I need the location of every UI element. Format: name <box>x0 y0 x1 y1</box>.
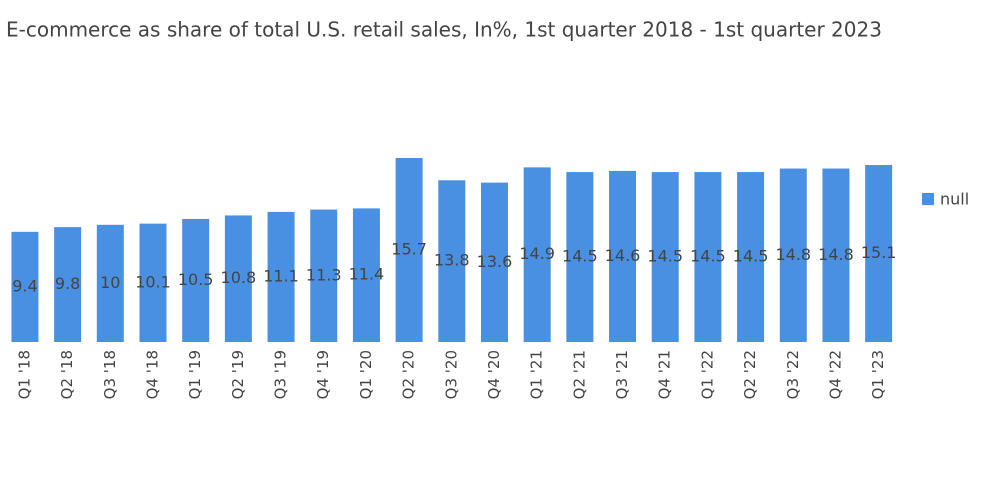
data-label: 9.8 <box>55 274 80 293</box>
data-label: 14.8 <box>775 245 811 264</box>
legend-swatch <box>922 193 934 205</box>
bar <box>822 168 850 342</box>
bar <box>737 172 765 342</box>
x-tick-label: Q3 '21 <box>613 350 631 399</box>
x-tick-label: Q4 '18 <box>144 350 162 399</box>
x-tick-label: Q3 '22 <box>784 350 802 399</box>
bar <box>480 182 508 342</box>
data-label: 10.8 <box>221 268 257 287</box>
x-tick-label: Q1 '19 <box>186 350 204 399</box>
x-tick-label: Q4 '22 <box>826 350 844 399</box>
data-label: 11.3 <box>306 265 342 284</box>
x-tick-label: Q2 '19 <box>229 350 247 399</box>
x-tick-label: Q1 '18 <box>15 350 33 399</box>
x-tick-label: Q3 '18 <box>101 350 119 399</box>
data-label: 15.7 <box>391 240 427 259</box>
x-tick-label: Q4 '19 <box>314 350 332 399</box>
x-tick-label: Q2 '21 <box>570 350 588 399</box>
x-tick-label: Q3 '20 <box>442 350 460 399</box>
bar <box>182 218 210 342</box>
data-label: 14.6 <box>605 246 641 265</box>
bar <box>865 165 893 342</box>
x-tick-label: Q1 '22 <box>698 350 716 399</box>
data-label: 14.5 <box>562 247 598 266</box>
data-label: 13.6 <box>477 252 513 271</box>
data-label: 14.5 <box>690 247 726 266</box>
chart-title: E-commerce as share of total U.S. retail… <box>6 18 882 42</box>
bar <box>352 208 380 342</box>
bar <box>96 224 124 342</box>
data-label: 14.5 <box>733 247 769 266</box>
bar <box>395 158 423 342</box>
data-label: 10 <box>100 273 120 292</box>
data-label: 11.4 <box>349 265 385 284</box>
bar <box>651 172 679 342</box>
bar <box>310 209 338 342</box>
legend-label: null <box>940 190 969 209</box>
data-label: 13.8 <box>434 251 470 270</box>
bar <box>54 227 82 342</box>
bar <box>779 168 807 342</box>
bar <box>566 172 594 342</box>
x-tick-label: Q2 '20 <box>400 350 418 399</box>
bar <box>139 223 167 342</box>
x-tick-label: Q1 '23 <box>869 350 887 399</box>
x-tick-label: Q2 '22 <box>741 350 759 399</box>
bar <box>267 211 295 342</box>
data-label: 14.5 <box>647 247 683 266</box>
bar <box>224 215 252 342</box>
x-tick-label: Q4 '21 <box>656 350 674 399</box>
x-tick-label: Q3 '19 <box>272 350 290 399</box>
x-tick-label: Q1 '21 <box>528 350 546 399</box>
data-label: 9.4 <box>12 276 37 295</box>
x-tick-label: Q1 '20 <box>357 350 375 399</box>
bar <box>438 180 466 342</box>
data-label: 14.8 <box>818 245 854 264</box>
bar <box>694 172 722 342</box>
data-label: 10.1 <box>135 272 171 291</box>
data-label: 15.1 <box>861 243 897 262</box>
x-tick-label: Q2 '18 <box>58 350 76 399</box>
bar <box>609 170 637 342</box>
data-label: 14.9 <box>519 244 555 263</box>
data-label: 11.1 <box>263 266 299 285</box>
bar <box>11 231 39 342</box>
bar <box>523 167 551 342</box>
data-label: 10.5 <box>178 270 214 289</box>
x-tick-label: Q4 '20 <box>485 350 503 399</box>
